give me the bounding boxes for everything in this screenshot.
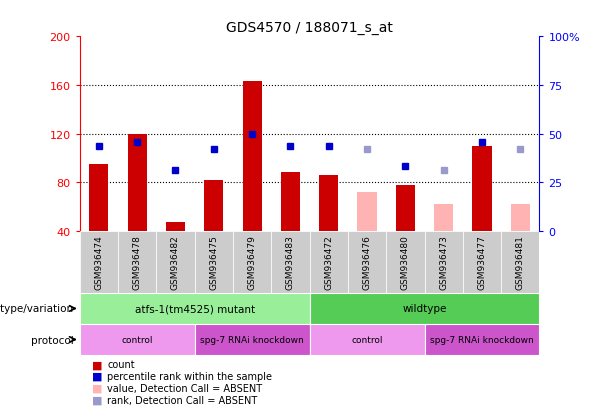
Bar xyxy=(195,231,233,293)
Bar xyxy=(319,176,338,231)
Text: genotype/variation: genotype/variation xyxy=(0,304,74,314)
Text: spg-7 RNAi knockdown: spg-7 RNAi knockdown xyxy=(430,335,534,344)
Bar xyxy=(80,231,118,293)
Text: value, Detection Call = ABSENT: value, Detection Call = ABSENT xyxy=(107,383,262,393)
Bar xyxy=(511,204,530,231)
Text: atfs-1(tm4525) mutant: atfs-1(tm4525) mutant xyxy=(135,304,254,314)
Text: GSM936480: GSM936480 xyxy=(401,234,410,289)
Text: GSM936473: GSM936473 xyxy=(439,234,448,289)
Text: GSM936475: GSM936475 xyxy=(209,234,218,289)
Bar xyxy=(271,231,310,293)
Bar xyxy=(281,173,300,231)
Bar xyxy=(473,146,492,231)
Bar xyxy=(204,180,223,231)
Text: rank, Detection Call = ABSENT: rank, Detection Call = ABSENT xyxy=(107,395,257,405)
Bar xyxy=(348,231,386,293)
Text: GSM936482: GSM936482 xyxy=(171,234,180,289)
Text: ■: ■ xyxy=(92,371,102,381)
Bar xyxy=(89,164,109,231)
Text: GSM936478: GSM936478 xyxy=(132,234,142,289)
Bar xyxy=(233,231,271,293)
Text: count: count xyxy=(107,359,135,369)
Bar xyxy=(166,223,185,231)
Text: GSM936483: GSM936483 xyxy=(286,234,295,289)
Bar xyxy=(310,231,348,293)
Bar xyxy=(80,293,310,324)
Title: GDS4570 / 188071_s_at: GDS4570 / 188071_s_at xyxy=(226,21,393,35)
Bar xyxy=(80,324,195,355)
Bar xyxy=(156,231,195,293)
Text: ■: ■ xyxy=(92,383,102,393)
Bar xyxy=(424,231,463,293)
Bar xyxy=(310,293,539,324)
Text: percentile rank within the sample: percentile rank within the sample xyxy=(107,371,272,381)
Text: GSM936476: GSM936476 xyxy=(362,234,371,289)
Bar xyxy=(463,231,501,293)
Text: protocol: protocol xyxy=(31,335,74,345)
Text: GSM936474: GSM936474 xyxy=(94,234,104,289)
Bar xyxy=(357,192,376,231)
Text: spg-7 RNAi knockdown: spg-7 RNAi knockdown xyxy=(200,335,304,344)
Bar xyxy=(195,324,310,355)
Bar xyxy=(501,231,539,293)
Bar xyxy=(424,324,539,355)
Text: wildtype: wildtype xyxy=(402,304,447,314)
Text: control: control xyxy=(351,335,383,344)
Text: GSM936477: GSM936477 xyxy=(478,234,487,289)
Bar xyxy=(310,324,424,355)
Bar xyxy=(396,185,415,231)
Text: ■: ■ xyxy=(92,359,102,369)
Bar xyxy=(243,82,262,231)
Bar xyxy=(434,204,453,231)
Text: GSM936481: GSM936481 xyxy=(516,234,525,289)
Bar xyxy=(118,231,156,293)
Bar xyxy=(128,134,147,231)
Text: GSM936479: GSM936479 xyxy=(248,234,257,289)
Text: control: control xyxy=(121,335,153,344)
Text: GSM936472: GSM936472 xyxy=(324,234,333,289)
Bar xyxy=(386,231,424,293)
Text: ■: ■ xyxy=(92,395,102,405)
